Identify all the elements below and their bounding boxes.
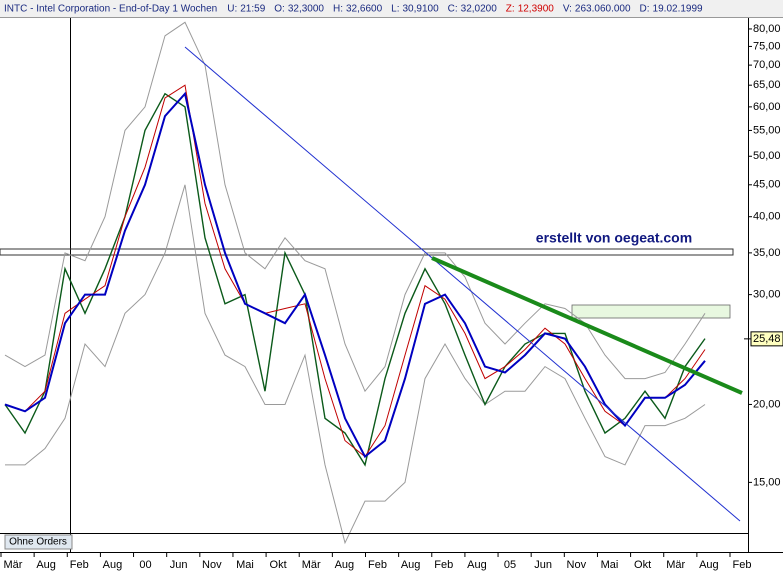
x-tick-label: Mär [302,559,321,571]
series-line [5,184,706,545]
y-tick-label: 20,00 [753,398,781,410]
y-tick-label: 65,00 [753,79,781,91]
x-tick-label: Nov [567,559,587,571]
x-tick-label: Mai [601,559,619,571]
x-tick-label: Aug [103,559,123,571]
quote-value: 32,0200 [461,4,498,15]
y-tick-label: 75,00 [753,40,781,52]
quote-value: 30,9100 [402,4,439,15]
x-tick-label: 05 [504,559,516,571]
trend-line [184,46,741,522]
x-tick-label: Mär [4,559,23,571]
y-tick-label: 40,00 [753,211,781,223]
quote-value: 32,6600 [346,4,383,15]
y-tick-label: 60,00 [753,101,781,113]
quote-value: 263.060.000 [575,4,631,15]
x-tick-label: Feb [368,559,387,571]
quote-value: 21:59 [240,4,265,15]
x-tick-label: Aug [467,559,487,571]
x-tick-label: Feb [434,559,453,571]
quote-label: U: [227,4,237,15]
quote-value: 19.02.1999 [653,4,703,15]
target-zone [571,304,731,319]
y-tick-label: 80,00 [753,23,781,35]
x-tick-label: Jun [534,559,552,571]
x-tick-label: Mär [666,559,685,571]
quote-label: V: [563,4,572,15]
x-tick-label: Aug [36,559,56,571]
series-line [4,21,706,393]
series-line [4,91,706,459]
quote-value: 12,3900 [518,4,555,15]
x-tick-label: Jun [170,559,188,571]
annotation: erstellt von oegeat.com [536,230,692,246]
x-tick-label: Aug [335,559,355,571]
quote-label: Z: [506,4,515,15]
y-tick-label: 50,00 [753,150,781,162]
plot [4,21,706,545]
quote-label: C: [448,4,458,15]
resistance-zone [0,248,734,256]
header-bar [0,0,783,17]
series-line [4,84,706,458]
y-tick-label: 70,00 [753,59,781,71]
quote-label: H: [333,4,343,15]
quote-label: L: [391,4,399,15]
header-title: INTC - Intel Corporation - End-of-Day 1 … [4,4,217,15]
x-tick-label: Mai [236,559,254,571]
quote-value: 32,3000 [288,4,325,15]
y-tick-label: 30,00 [753,289,781,301]
y-tick-label: 45,00 [753,179,781,191]
quote-label: O: [274,4,285,15]
x-tick-label: 00 [139,559,151,571]
x-tick-label: Aug [401,559,421,571]
order-button[interactable] [4,534,73,550]
x-tick-label: Okt [270,559,287,571]
y-tick-label: 15,00 [753,476,781,488]
x-tick-label: Nov [202,559,222,571]
y-tick-label: 35,00 [753,247,781,259]
header: INTC - Intel Corporation - End-of-Day 1 … [4,4,703,15]
y-tick-label: 55,00 [753,124,781,136]
x-tick-label: Feb [733,559,752,571]
x-tick-label: Feb [70,559,89,571]
x-tick-label: Aug [699,559,719,571]
x-tick-label: Okt [634,559,651,571]
trend-line-green [431,256,743,395]
quote-label: D: [640,4,650,15]
last-price-label: 25,48 [753,333,781,345]
order-button-label[interactable]: Ohne Orders [9,537,67,548]
last-price-box [750,331,783,347]
